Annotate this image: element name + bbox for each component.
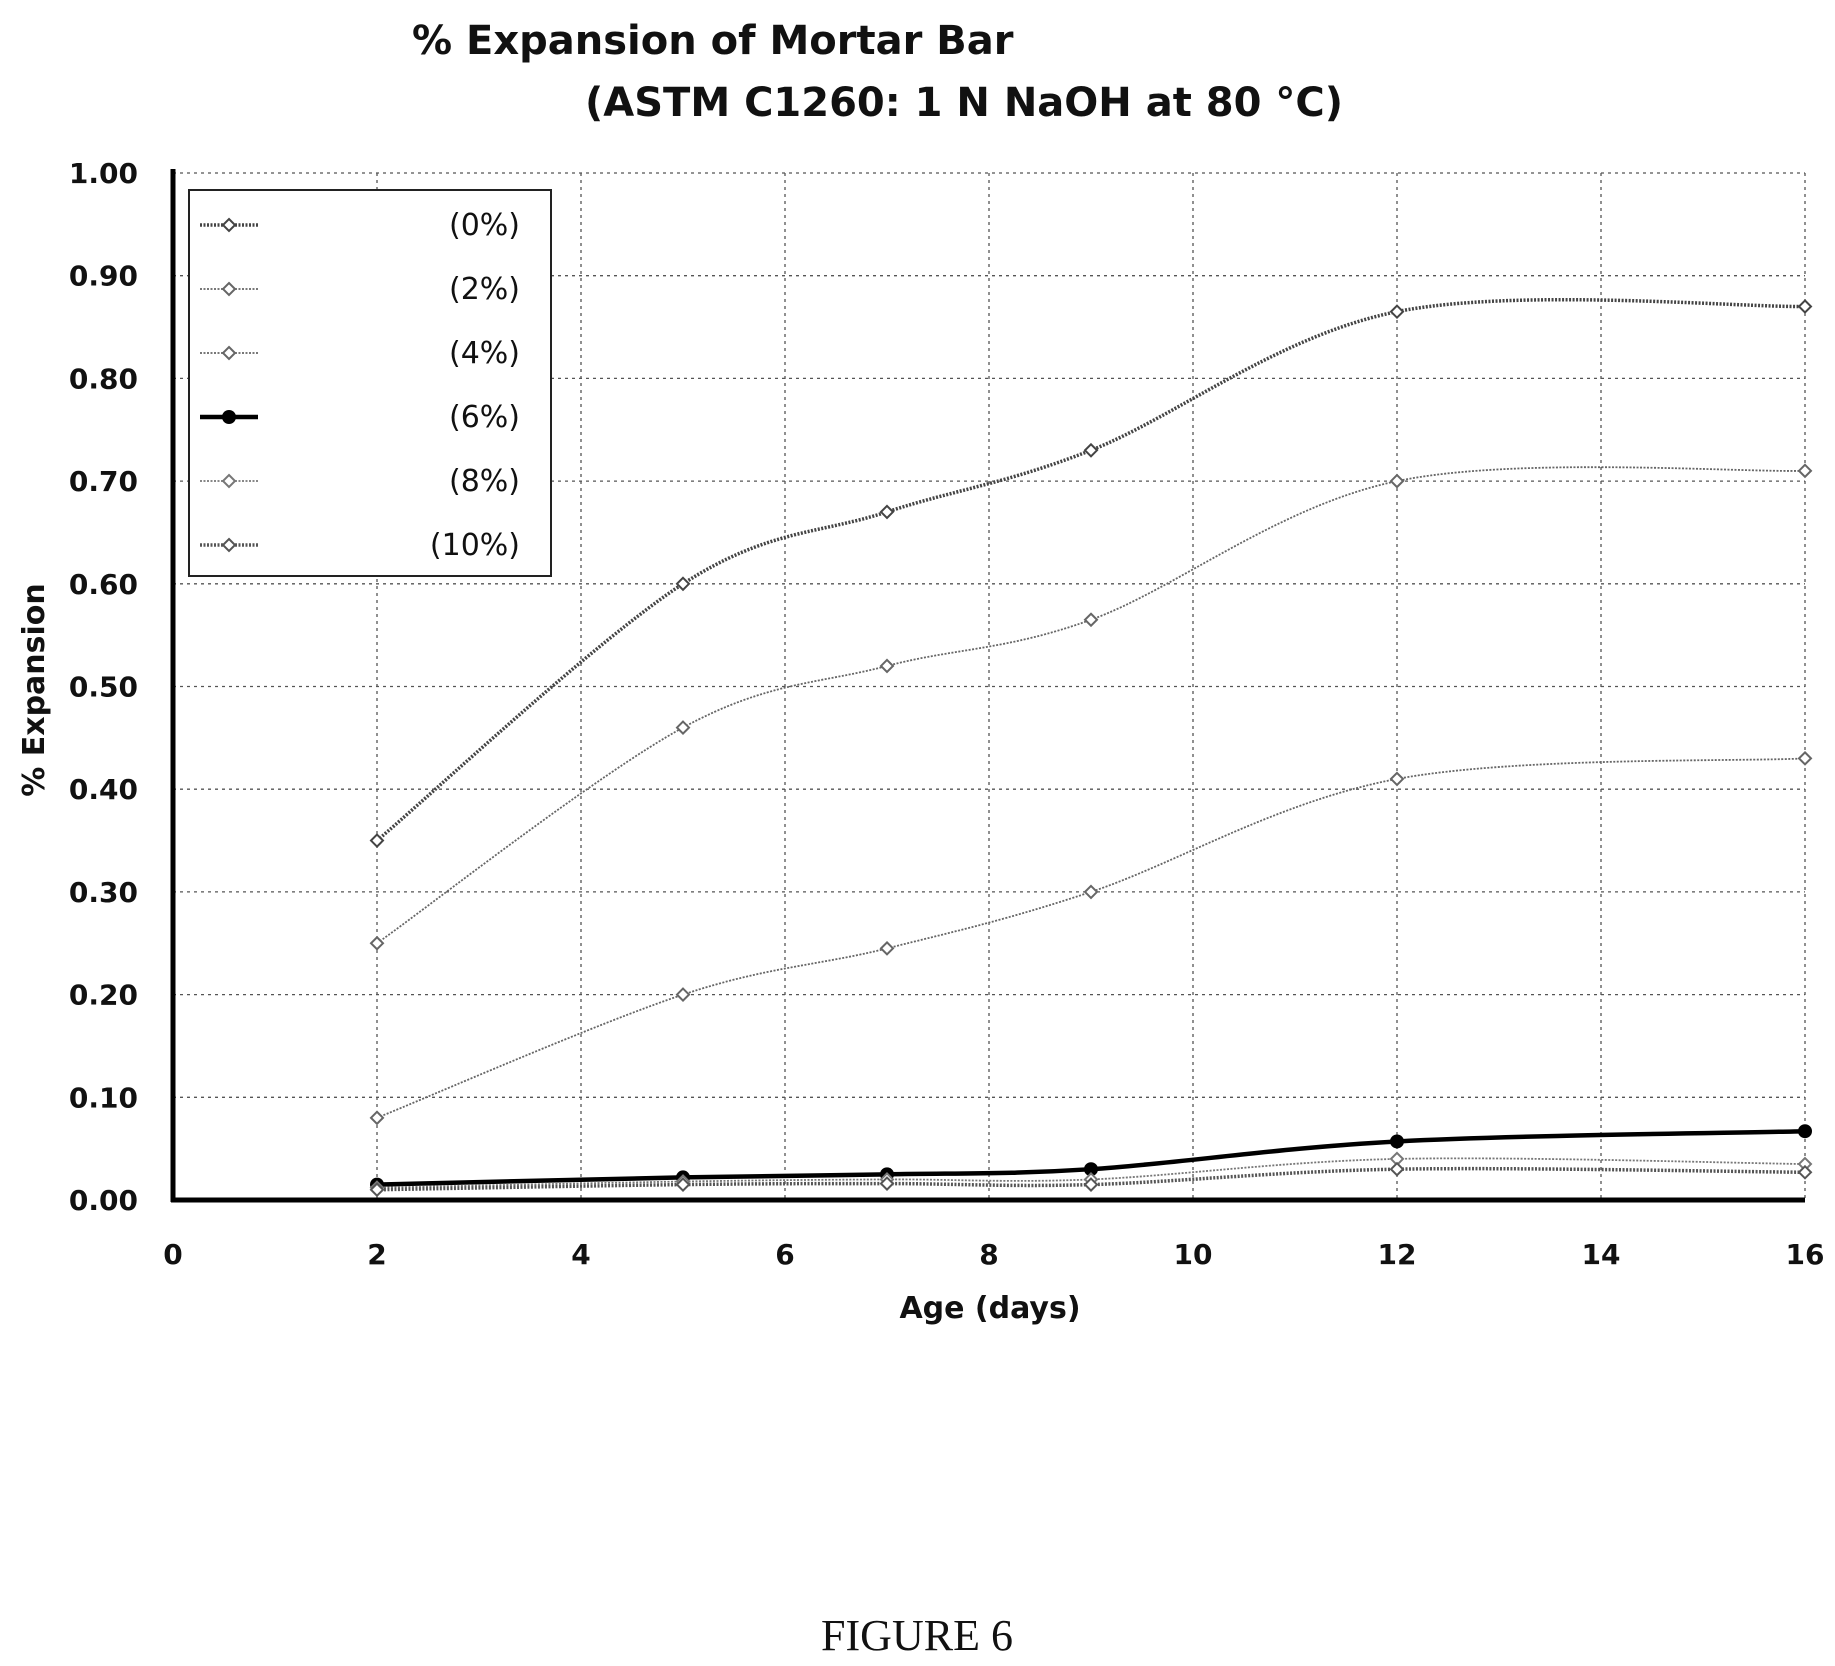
data-point [879,658,895,674]
data-point [675,576,691,592]
chart-subtitle: (ASTM C1260: 1 N NaOH at 80 °C) [585,80,1343,126]
legend-entry: (6%) [200,400,520,435]
legend-entry: (10%) [200,528,520,563]
series-line [376,1128,1806,1187]
series-(4%) [369,750,1813,1126]
y-tick-label: 0.00 [69,1184,138,1217]
data-point [1083,884,1099,900]
series-(0%) [369,297,1813,848]
data-point [675,720,691,735]
data-point [1797,463,1813,479]
legend-entry: (8%) [200,464,520,499]
y-tick-label: 0.40 [69,773,138,806]
x-tick-labels: 0 2 4 6 8 10 12 14 16 [163,1238,1824,1271]
legend-marker [222,410,236,424]
legend-label: (4%) [449,336,520,371]
data-point [675,987,691,1003]
legend-marker [221,345,237,361]
data-point [675,1177,691,1193]
x-tick-label: 4 [571,1238,590,1271]
data-point [1390,1134,1404,1149]
series-(10%) [369,1161,1813,1198]
y-tick-label: 1.00 [69,157,138,190]
data-point [1084,1162,1098,1177]
legend-marker [221,473,237,489]
legend-label: (10%) [430,528,520,563]
y-tick-label: 0.90 [69,260,138,293]
data-point [1389,473,1405,489]
data-point [879,1176,895,1191]
y-tick-label: 0.10 [69,1081,138,1114]
legend-box [188,189,552,577]
y-tick-label: 0.50 [69,671,138,704]
data-point [1083,442,1099,458]
x-tick-label: 0 [163,1238,182,1271]
x-tick-label: 14 [1582,1238,1621,1271]
legend-label: (2%) [449,272,520,307]
data-point [1389,304,1405,320]
data-point [879,504,895,520]
figure-caption: FIGURE 6 [821,1611,1013,1660]
data-point [1798,1124,1812,1139]
data-point [1083,1177,1099,1193]
y-tick-label: 0.60 [69,568,138,601]
y-axis-label: % Expansion [17,583,52,797]
x-tick-label: 6 [775,1238,794,1271]
data-point [1797,750,1813,766]
x-tick-label: 10 [1174,1238,1213,1271]
y-tick-label: 0.80 [69,362,138,395]
series-(2%) [369,463,1813,951]
data-point [1797,1164,1813,1180]
data-point [1797,299,1813,314]
data-point [369,935,385,951]
series-line [376,1166,1806,1192]
legend-entry: (2%) [200,272,520,307]
x-tick-label: 16 [1786,1238,1825,1271]
data-point [369,1110,385,1126]
x-tick-label: 8 [979,1238,998,1271]
legend-marker [221,537,237,553]
y-tick-label: 0.70 [69,465,138,498]
series-lines [369,297,1813,1198]
data-point [369,1182,385,1198]
data-point [879,940,895,956]
data-point [1083,612,1099,628]
series-line [375,297,1806,842]
x-tick-label: 12 [1378,1238,1417,1271]
y-tick-labels: 0.00 0.10 0.20 0.30 0.40 0.50 0.60 0.70 0.80 0.90… [69,157,138,1217]
data-point [1389,771,1405,787]
x-tick-label: 2 [367,1238,386,1271]
legend-entries: (0%) (2%) (4%) (6%) (8%) (10%) [200,208,520,563]
legend-label: (8%) [449,464,520,499]
grid [173,172,1806,1200]
data-point [369,833,385,848]
legend-marker [221,281,237,297]
chart-title: % Expansion of Mortar Bar [412,18,1014,64]
series-line [376,757,1806,1119]
series-line [376,466,1806,944]
y-tick-label: 0.20 [69,979,138,1012]
legend-entry: (4%) [200,336,520,371]
legend-entry: (0%) [200,208,520,243]
y-tick-label: 0.30 [69,876,138,909]
series-line [376,1157,1806,1189]
legend-marker [221,217,237,233]
legend: (0%) (2%) (4%) (6%) (8%) (10%) [188,189,552,577]
x-axis-label: Age (days) [899,1291,1080,1326]
legend-label: (6%) [449,400,520,435]
axes [170,169,1805,1203]
data-point [1389,1161,1405,1177]
legend-label: (0%) [449,208,520,243]
